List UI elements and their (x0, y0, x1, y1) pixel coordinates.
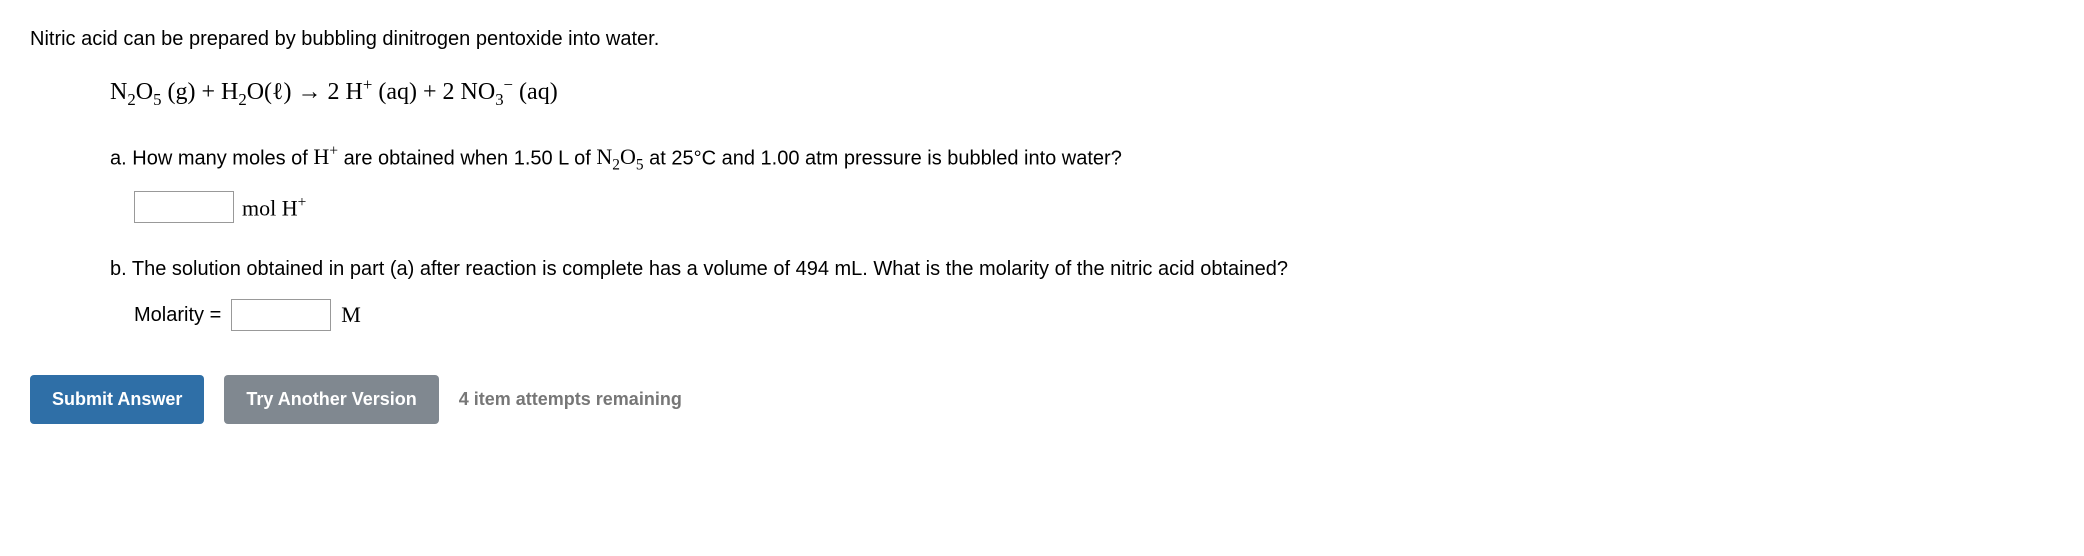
part-b-q: The solution obtained in part (a) after … (132, 258, 1288, 280)
part-b-input[interactable] (231, 299, 331, 331)
part-a-q-mid: are obtained when 1.50 L of (344, 147, 597, 169)
part-a-q-before: How many moles of (132, 147, 313, 169)
part-b-unit: M (341, 298, 361, 331)
part-b-question: b. The solution obtained in part (a) aft… (110, 254, 2054, 284)
chemical-equation: N2O5 (g) + H2O(ℓ) → 2 H+ (aq) + 2 NO3− (… (110, 72, 2054, 112)
part-a-question: a. How many moles of H+ are obtained whe… (110, 140, 2054, 177)
submit-answer-button[interactable]: Submit Answer (30, 375, 204, 424)
molarity-prefix: Molarity = (134, 300, 221, 330)
part-a-species: H+ (313, 144, 338, 169)
part-a-unit: mol H+ (242, 191, 306, 224)
part-a-label: a. (110, 147, 127, 169)
part-a-q-after: at 25°C and 1.00 atm pressure is bubbled… (649, 147, 1122, 169)
attempts-remaining: 4 item attempts remaining (459, 386, 682, 413)
part-a: a. How many moles of H+ are obtained whe… (110, 140, 2054, 224)
part-b: b. The solution obtained in part (a) aft… (110, 254, 2054, 331)
part-a-compound: N2O5 (596, 144, 643, 169)
part-b-answer-row: Molarity = M (134, 298, 2054, 331)
part-a-input[interactable] (134, 191, 234, 223)
button-row: Submit Answer Try Another Version 4 item… (30, 375, 2054, 424)
intro-text: Nitric acid can be prepared by bubbling … (30, 24, 2054, 54)
try-another-button[interactable]: Try Another Version (224, 375, 438, 424)
part-a-answer-row: mol H+ (134, 191, 2054, 224)
part-b-label: b. (110, 258, 127, 280)
